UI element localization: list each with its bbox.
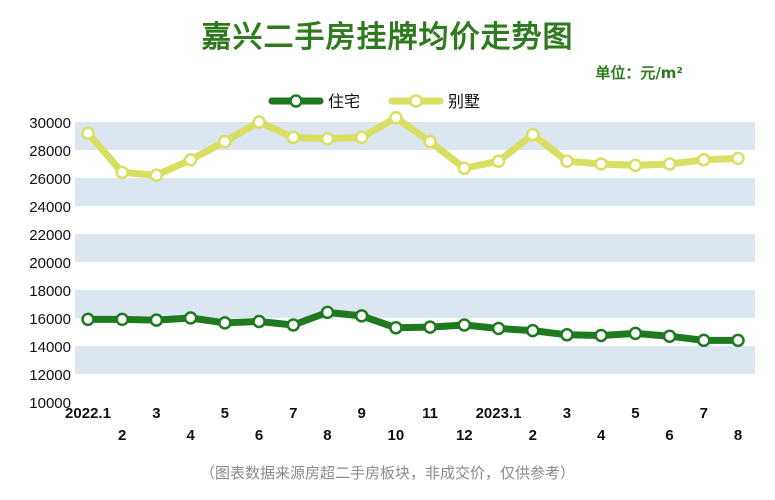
- data-point: [491, 321, 506, 336]
- legend-label: 别墅: [448, 92, 480, 111]
- data-point: [423, 320, 437, 334]
- footnote: （图表数据来源房超二手房板块，非成交价，仅供参考）: [199, 464, 575, 482]
- x-tick-label: 7: [289, 405, 297, 422]
- series-layer: [81, 111, 745, 348]
- data-point: [560, 154, 574, 168]
- x-tick-label: 12: [456, 427, 473, 444]
- data-point: [662, 157, 677, 171]
- x-tick-label: 11: [422, 405, 438, 422]
- data-point: [354, 309, 369, 323]
- data-point: [286, 318, 301, 332]
- y-tick-label: 30000: [29, 115, 71, 132]
- x-tick-label: 2022.1: [65, 405, 111, 422]
- data-point: [252, 314, 266, 329]
- background-bands: [75, 122, 755, 374]
- data-point: [81, 126, 95, 140]
- y-tick-label: 20000: [29, 255, 71, 272]
- data-point: [525, 127, 540, 142]
- y-tick-label: 14000: [29, 339, 71, 356]
- y-tick-label: 26000: [29, 171, 71, 188]
- x-tick-label: 8: [323, 427, 331, 444]
- data-point: [389, 321, 403, 335]
- data-point: [594, 328, 608, 343]
- band-16000: [75, 290, 755, 318]
- data-point: [354, 130, 369, 145]
- y-tick-label: 16000: [29, 311, 71, 328]
- data-point: [320, 305, 335, 320]
- data-point: [628, 326, 643, 341]
- x-tick-label: 7: [700, 405, 708, 422]
- data-point: [423, 134, 437, 149]
- data-point: [320, 132, 335, 146]
- unit-label: 单位：元/m²: [595, 64, 683, 82]
- x-tick-label: 2023.1: [476, 405, 522, 422]
- x-tick-label: 5: [221, 405, 229, 422]
- data-point: [286, 130, 301, 145]
- band-20000: [75, 234, 755, 262]
- y-tick-label: 22000: [29, 227, 71, 244]
- data-point: [218, 134, 232, 149]
- data-point: [628, 158, 643, 173]
- x-tick-label: 6: [665, 427, 673, 444]
- y-tick-label: 10000: [29, 395, 71, 412]
- legend-swatch-marker: [409, 94, 423, 108]
- x-tick-label: 10: [388, 427, 405, 444]
- data-point: [731, 151, 745, 166]
- data-point: [389, 111, 403, 125]
- y-axis: 10000 12000 14000 16000 18000 20000 22000 24000…: [29, 115, 71, 412]
- data-point: [697, 333, 711, 348]
- legend-swatch-marker: [289, 94, 303, 108]
- data-point: [115, 165, 129, 180]
- data-point: [252, 115, 266, 129]
- data-point: [457, 318, 472, 332]
- data-point: [183, 311, 198, 325]
- data-point: [697, 153, 711, 167]
- data-point: [149, 168, 164, 182]
- data-point: [457, 161, 472, 175]
- x-tick-label: 4: [597, 427, 606, 444]
- x-tick-label: 3: [152, 405, 160, 422]
- x-tick-label: 2: [529, 427, 537, 444]
- data-point: [662, 329, 677, 343]
- x-tick-label: 8: [734, 427, 742, 444]
- legend: 住宅 别墅: [268, 92, 480, 111]
- band-28000: [75, 122, 755, 150]
- chart-title: 嘉兴二手房挂牌均价走势图: [201, 20, 574, 55]
- data-point: [594, 157, 608, 171]
- y-tick-label: 28000: [29, 143, 71, 160]
- band-12000: [75, 346, 755, 374]
- x-tick-label: 6: [255, 427, 263, 444]
- data-point: [81, 312, 95, 327]
- band-24000: [75, 178, 755, 206]
- data-point: [149, 313, 164, 327]
- data-point: [560, 328, 574, 342]
- y-tick-label: 24000: [29, 199, 71, 216]
- y-tick-label: 12000: [29, 367, 71, 384]
- x-tick-label: 5: [631, 405, 639, 422]
- data-point: [183, 153, 198, 167]
- x-tick-label: 4: [186, 427, 195, 444]
- y-tick-label: 18000: [29, 283, 71, 300]
- data-point: [731, 333, 745, 348]
- x-tick-label: 9: [358, 405, 366, 422]
- data-point: [491, 154, 506, 168]
- data-point: [115, 312, 129, 327]
- data-point: [218, 316, 232, 330]
- data-point: [525, 323, 540, 338]
- x-tick-label: 3: [563, 405, 571, 422]
- x-tick-label: 2: [118, 427, 126, 444]
- legend-label: 住宅: [328, 92, 360, 111]
